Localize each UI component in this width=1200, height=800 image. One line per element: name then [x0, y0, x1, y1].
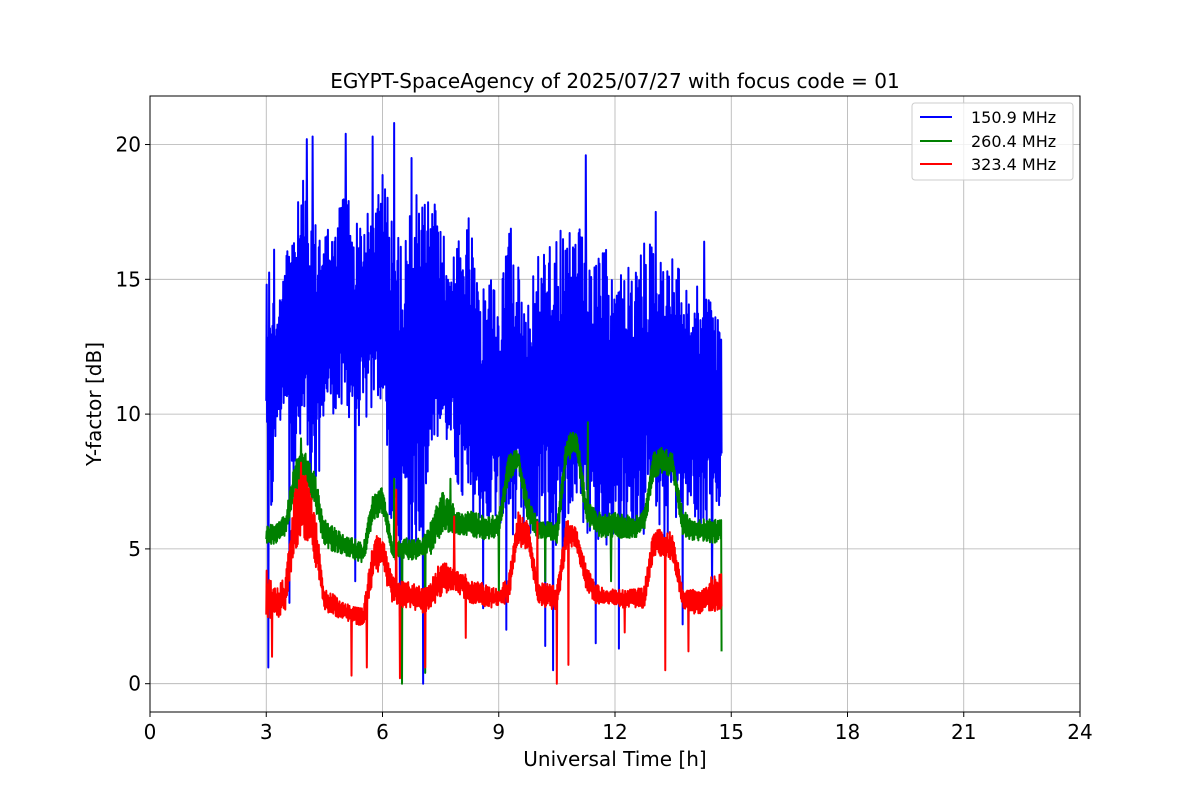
x-tick-label: 24 [1067, 720, 1092, 744]
chart-title: EGYPT-SpaceAgency of 2025/07/27 with foc… [330, 69, 899, 93]
x-tick-label: 6 [376, 720, 389, 744]
series-group [265, 121, 723, 685]
x-axis: 0 3 6 9 12 15 18 21 24 [144, 712, 1093, 744]
x-tick-label: 3 [260, 720, 273, 744]
x-tick-label: 12 [602, 720, 627, 744]
x-tick-label: 9 [492, 720, 505, 744]
series-line-0 [265, 121, 723, 685]
y-tick-label: 5 [128, 537, 141, 561]
x-tick-label: 21 [951, 720, 976, 744]
x-tick-label: 18 [835, 720, 860, 744]
legend-label-260-4: 260.4 MHz [971, 132, 1056, 151]
legend: 150.9 MHz 260.4 MHz 323.4 MHz [911, 102, 1074, 181]
legend-label-323-4: 323.4 MHz [971, 155, 1056, 174]
y-tick-label: 0 [128, 672, 141, 696]
legend-box [911, 102, 1074, 181]
y-axis: 0 5 10 15 20 [116, 133, 150, 696]
legend-label-150-9: 150.9 MHz [971, 108, 1056, 127]
y-axis-label: Y-factor [dB] [82, 342, 106, 467]
y-tick-label: 20 [116, 133, 141, 157]
x-tick-label: 15 [719, 720, 744, 744]
x-axis-label: Universal Time [h] [523, 747, 706, 771]
y-tick-label: 10 [116, 402, 141, 426]
y-tick-label: 15 [116, 267, 141, 291]
x-tick-label: 0 [144, 720, 157, 744]
series-line-1 [265, 421, 723, 685]
series-line-2 [265, 461, 723, 685]
